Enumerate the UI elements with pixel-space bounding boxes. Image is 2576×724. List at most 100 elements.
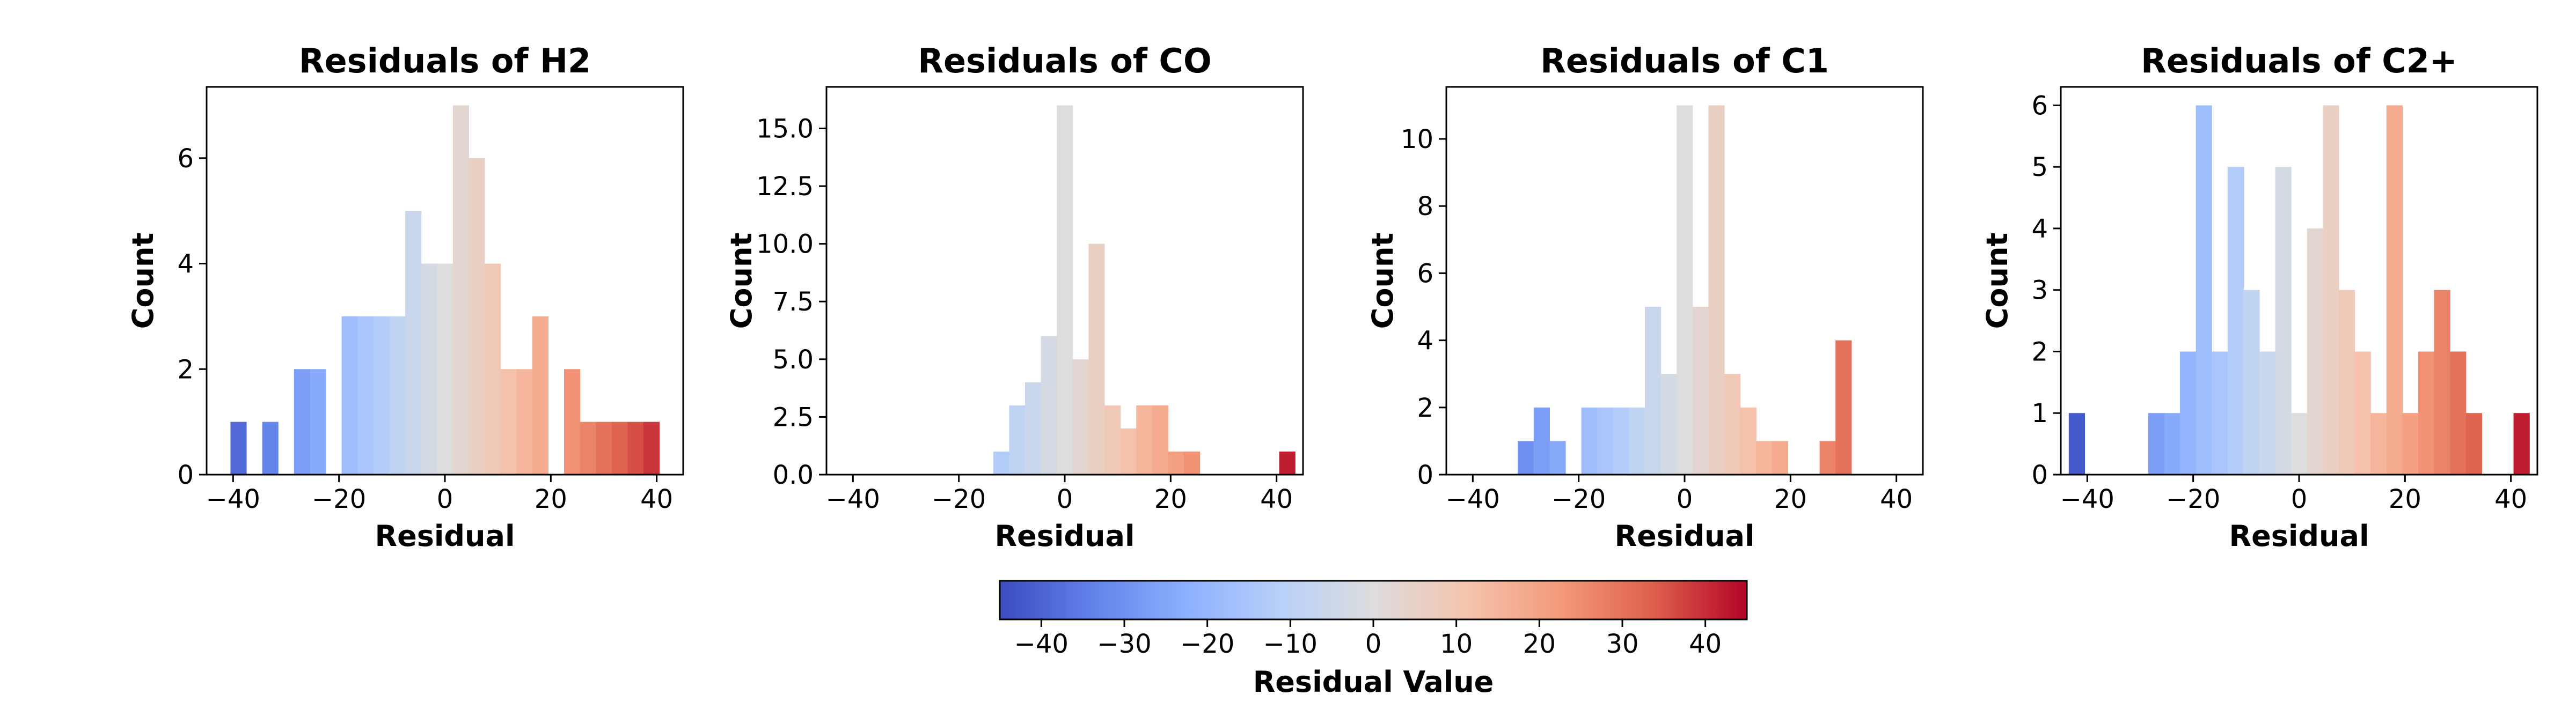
histogram-bar [2291,413,2308,475]
y-axis-label: Count [1980,233,2014,329]
histogram-bar [611,422,628,475]
colorbar-tick-label: −10 [1263,629,1318,659]
histogram-bar [1597,407,1614,475]
colorbar-label: Residual Value [1253,665,1494,699]
histogram-bar [485,263,501,475]
histogram-bar [1819,441,1836,475]
x-tick-label: 20 [535,484,567,514]
x-tick-label: −20 [932,484,986,514]
x-tick-label: −20 [2166,484,2220,514]
y-tick-label: 0 [177,460,194,490]
histogram-bar [1708,105,1725,475]
x-tick-label: 20 [1774,484,1807,514]
histogram-bar [2243,290,2260,475]
x-tick-label: 40 [1880,484,1913,514]
colorbar-tick-label: −20 [1180,629,1234,659]
histogram-bar [1629,407,1645,475]
colorbar-tick-label: 0 [1365,629,1382,659]
histogram-bar [1152,405,1168,475]
x-tick-label: 40 [640,484,673,514]
histogram-bar [2418,351,2435,475]
panel-title: Residuals of H2 [299,41,591,80]
histogram-bar [1518,441,1534,475]
x-tick-label: 0 [1677,484,1693,514]
histogram-bar [437,263,453,475]
histogram-panel-4: −40 −20 0 20 40 0 1 2 3 4 5 6 Residuals of C2+ Residu… [1980,41,2538,553]
histogram-bar [1025,382,1042,475]
histogram-bar [452,105,469,475]
y-tick-label: 6 [2031,91,2048,121]
x-axis-label: Residual [375,519,515,553]
x-tick-label: −40 [826,484,880,514]
colorbar-tick-label: 40 [1689,629,1722,659]
y-tick-label: 2.5 [773,402,814,432]
x-tick-label: 20 [2389,484,2421,514]
x-axis-label: Residual [2229,519,2369,553]
histogram-bar [1057,105,1073,475]
histogram-bar [2370,413,2387,475]
histogram-bar [627,422,644,475]
x-tick-label: 20 [1154,484,1187,514]
histogram-bar [2402,413,2419,475]
histogram-bar [2068,413,2085,475]
histogram-bar [2339,290,2355,475]
x-tick-label: 40 [2494,484,2527,514]
histogram-bar [2259,351,2276,475]
y-tick-label: 0 [1417,460,1433,490]
histogram-bar [532,316,548,475]
histogram-bar [2196,105,2212,475]
panel-title: Residuals of CO [918,41,1211,80]
y-tick-label: 6 [1417,258,1433,289]
histogram-bar [1279,451,1296,475]
histogram-bar [1756,441,1773,475]
x-tick-label: −20 [1552,484,1606,514]
histogram-bar [564,369,581,475]
y-tick-label: 10.0 [756,230,814,260]
histogram-bar [643,422,660,475]
histogram-bar [2434,290,2450,475]
histogram-bar [1613,407,1629,475]
histogram-bar [405,211,422,475]
x-tick-label: −40 [2060,484,2114,514]
histogram-bar [2465,413,2482,475]
histogram-bar [1041,336,1057,475]
x-axis-label: Residual [1615,519,1755,553]
colorbar-tick-label: 30 [1606,629,1638,659]
histogram-bar [596,422,612,475]
x-tick-label: 0 [2291,484,2308,514]
y-tick-label: 10 [1401,124,1433,154]
histogram-bar [1660,374,1677,475]
colorbar-gradient [1000,581,1747,619]
histogram-bar [310,369,326,475]
x-tick-label: −20 [312,484,366,514]
histogram-panel-1: −40 −20 0 20 40 0 2 4 6 Residuals of H2 Residual Co… [126,41,684,553]
histogram-bar [421,263,437,475]
y-tick-label: 12.5 [756,172,814,202]
histogram-bar [469,158,485,475]
histogram-bar [1072,359,1089,475]
colorbar-tick-label: 20 [1523,629,1556,659]
histogram-bar [1835,340,1852,475]
histogram-bar [2450,351,2467,475]
histogram-bar [516,369,533,475]
colorbar-tick-label: −30 [1097,629,1151,659]
y-tick-label: 2 [1417,393,1433,423]
histogram-bar [580,422,596,475]
histogram-bar [1692,307,1709,475]
histogram-bar [2180,351,2197,475]
histogram-bar [1772,441,1788,475]
histogram-bar [1168,451,1184,475]
panel-title: Residuals of C2+ [2141,41,2457,80]
histogram-bar [1581,407,1598,475]
y-tick-label: 0 [2031,460,2048,490]
x-tick-label: −40 [1446,484,1500,514]
histogram-bar [2212,351,2228,475]
colorbar: −40 −30 −20 −10 0 10 20 30 40 Residual Value [999,580,1748,699]
histogram-bar [373,316,390,475]
histogram-bar [2354,351,2371,475]
histogram-bar [500,369,517,475]
histogram-bar [993,451,1009,475]
histogram-bar [1740,407,1757,475]
histogram-bar [341,316,358,475]
